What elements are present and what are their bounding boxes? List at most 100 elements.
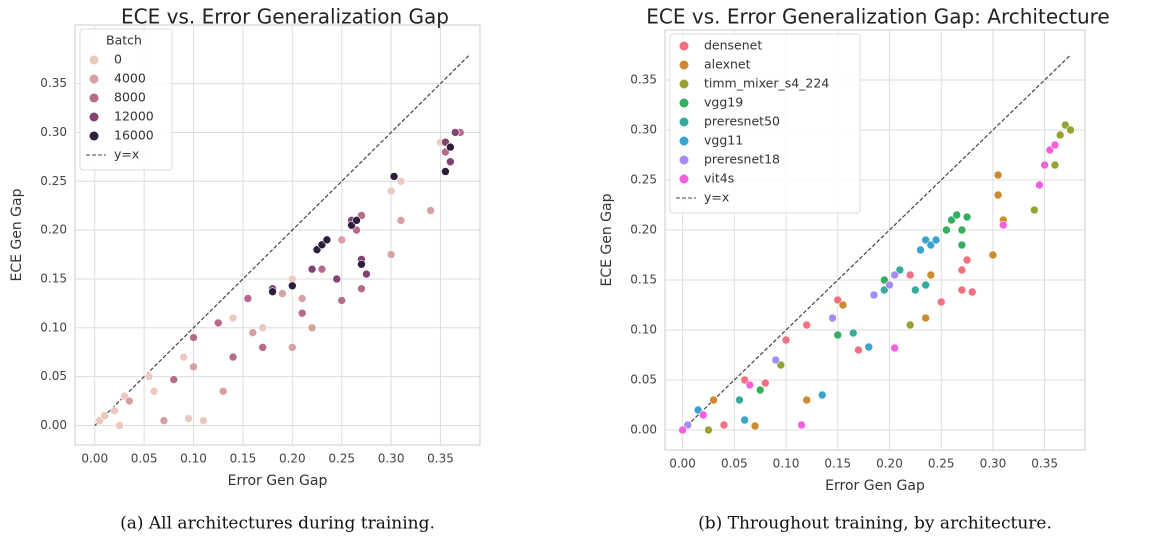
x-tick-label: 0.20 [279,452,306,466]
y-tick-label: 0.20 [40,223,67,237]
point [179,352,188,362]
point [213,318,223,328]
point [947,215,956,225]
point [446,157,455,167]
point [740,375,749,385]
caption: (b) Throughout training, by architecture… [698,514,1052,534]
point [957,225,967,235]
point [962,255,972,265]
point [322,235,332,245]
legend-label: vgg19 [704,95,743,110]
point [771,355,780,365]
legend-label: alexnet [704,57,751,72]
point [833,330,843,340]
y-tick-label: 0.35 [630,73,657,87]
y-tick-label: 0.00 [630,423,657,437]
legend-label: vit4s [704,171,734,186]
point [1055,130,1065,140]
point [926,270,936,280]
legend-marker [89,93,99,103]
legend-marker [679,155,689,165]
point [957,285,967,295]
point [890,343,899,353]
point [125,396,134,406]
legend-marker [679,117,689,127]
x-tick-label: 0.35 [427,452,454,466]
point [288,281,297,291]
point [100,411,109,420]
point [869,290,879,300]
x-tick-label: 0.30 [980,457,1007,471]
point [761,378,770,388]
point [678,425,687,435]
chart-title: ECE vs. Error Generalization Gap [121,5,449,29]
point [362,269,371,279]
x-tick-label: 0.10 [773,457,800,471]
legend-marker [89,74,99,84]
point [683,420,693,430]
legend-marker [89,131,99,141]
point [396,216,406,225]
point [745,380,755,390]
point [833,295,843,305]
legend-box [669,33,861,214]
point [332,274,342,284]
chart: 0.00 0.05 0.10 0.15 0.20 0.25 0.30 0.35 0.00 0.05… [9,5,481,534]
x-tick-label: 0.00 [81,452,108,466]
point [880,275,889,285]
point [693,405,703,415]
point [719,420,729,430]
point [911,285,920,295]
point [1050,160,1060,170]
legend-label: y=x [704,190,729,205]
point [357,260,366,269]
legend-label: y=x [114,147,139,162]
point [258,323,267,333]
y-tick-label: 0.20 [630,223,657,237]
point [357,284,366,294]
point [936,297,946,307]
point [993,190,1003,200]
y-tick-label: 0.00 [40,418,67,432]
point [828,313,837,323]
x-tick-label: 0.05 [721,457,748,471]
legend-marker [89,55,99,65]
point [199,416,208,425]
legend-marker [679,41,689,51]
point [740,415,749,425]
point [698,410,708,420]
legend-marker [679,174,689,184]
point [258,343,267,352]
x-tick-label: 0.30 [378,452,405,466]
legend-label: 16000 [114,128,154,143]
point [890,270,899,280]
y-tick-label: 0.10 [630,323,657,337]
point [838,300,848,310]
point [885,280,894,290]
point [781,335,791,345]
point [337,296,347,305]
point [228,352,238,362]
x-tick-label: 0.10 [180,452,207,466]
point [243,294,253,303]
x-tick-label: 0.00 [669,457,696,471]
point [451,128,460,137]
legend-label: vgg11 [704,133,743,148]
legend-box [79,28,173,171]
y-tick-label: 0.35 [40,76,67,90]
point [750,421,760,431]
point [957,265,967,275]
point [268,287,277,296]
point [446,142,455,152]
point [967,287,977,297]
point [880,285,889,295]
point [988,250,998,260]
legend-marker [89,112,99,122]
x-tick-label: 0.35 [1031,457,1058,471]
point [735,395,744,405]
reference-line [94,53,471,426]
y-tick-label: 0.15 [40,271,67,285]
point [854,345,863,355]
point [228,313,238,323]
